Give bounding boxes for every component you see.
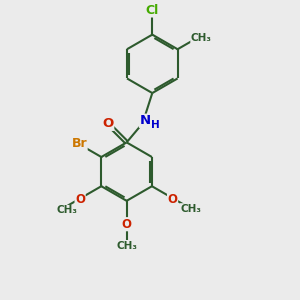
Text: O: O: [75, 193, 85, 206]
Text: CH₃: CH₃: [191, 33, 212, 43]
Text: Cl: Cl: [146, 4, 159, 17]
Text: CH₃: CH₃: [180, 204, 201, 214]
Text: Br: Br: [71, 137, 87, 150]
Text: O: O: [168, 193, 178, 206]
Text: O: O: [122, 218, 132, 231]
Text: O: O: [102, 117, 114, 130]
Text: H: H: [152, 120, 160, 130]
Text: N: N: [140, 114, 151, 127]
Text: CH₃: CH₃: [116, 241, 137, 250]
Text: CH₃: CH₃: [56, 206, 77, 215]
